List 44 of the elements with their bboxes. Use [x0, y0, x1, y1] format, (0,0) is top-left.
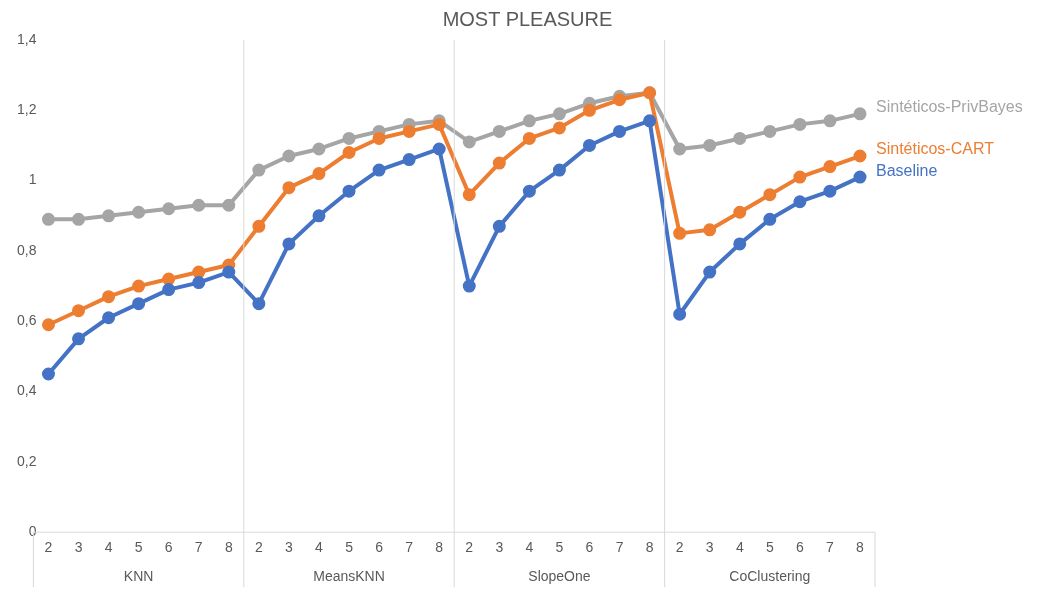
- x-tick-label: 2: [675, 539, 684, 556]
- x-tick-label: 8: [435, 539, 444, 556]
- x-tick-label: 6: [585, 539, 594, 556]
- text: CoClustering: [729, 568, 811, 585]
- series-label: Sintéticos-PrivBayes: [876, 98, 1023, 116]
- y-tick-label: 0,4: [16, 382, 37, 399]
- x-tick-label: 6: [164, 539, 173, 556]
- x-tick-label: 4: [525, 539, 534, 556]
- x-tick-label: 8: [856, 539, 865, 556]
- x-tick-label: 3: [495, 539, 504, 556]
- y-tick-label: 0: [28, 523, 37, 540]
- x-tick-label: 7: [615, 539, 624, 556]
- series-label: Baseline: [876, 161, 938, 179]
- chart-title: MOST PLEASURE: [441, 8, 614, 31]
- y-tick-label: 0,8: [16, 241, 37, 258]
- x-tick-label: 7: [405, 539, 414, 556]
- x-tick-label: 5: [765, 539, 774, 556]
- x-tick-label: 5: [134, 539, 143, 556]
- x-tick-label: 3: [74, 539, 83, 556]
- x-tick-label: 7: [826, 539, 835, 556]
- x-tick-label: 2: [44, 539, 53, 556]
- text: SlopeOne: [528, 568, 591, 585]
- x-tick-label: 8: [224, 539, 233, 556]
- x-tick-label: 5: [345, 539, 354, 556]
- series-label: Sintéticos-CART: [876, 140, 995, 158]
- x-tick-label: 7: [194, 539, 203, 556]
- x-tick-label: 4: [315, 539, 324, 556]
- y-tick-label: 0,2: [16, 452, 37, 469]
- y-tick-label: 1,4: [16, 30, 37, 47]
- x-tick-label: 3: [705, 539, 714, 556]
- x-tick-label: 4: [104, 539, 113, 556]
- x-tick-label: 3: [285, 539, 294, 556]
- x-tick-label: 2: [254, 539, 263, 556]
- text: KNN: [123, 568, 154, 585]
- x-tick-label: 2: [465, 539, 474, 556]
- x-tick-label: 6: [375, 539, 384, 556]
- x-tick-label: 4: [735, 539, 744, 556]
- y-tick-label: 1,2: [16, 101, 37, 118]
- text: MeansKNN: [313, 568, 385, 585]
- x-tick-label: 8: [645, 539, 654, 556]
- x-tick-label: 5: [555, 539, 564, 556]
- y-tick-label: 1: [28, 171, 37, 188]
- y-tick-label: 0,6: [16, 312, 37, 329]
- x-tick-label: 6: [795, 539, 804, 556]
